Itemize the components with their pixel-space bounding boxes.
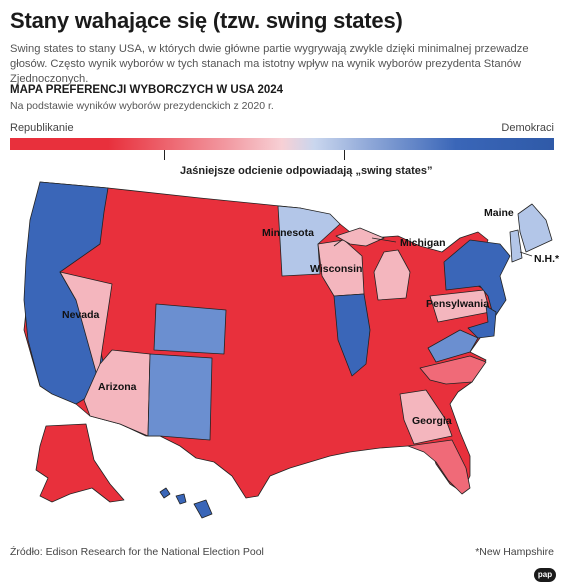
page-title: Stany wahające się (tzw. swing states) — [10, 8, 403, 33]
state-hawaii-2 — [175, 493, 187, 505]
map-title: MAPA PREFERENCJI WYBORCZYCH W USA 2024 — [10, 84, 284, 96]
leader-michigan — [371, 237, 397, 243]
state-hawaii-3 — [193, 499, 213, 519]
source-note: Źródło: Edison Research for the National… — [10, 546, 264, 558]
state-michigan-upper — [335, 227, 385, 247]
legend-democrat-label: Demokraci — [501, 122, 554, 134]
state-alaska — [35, 423, 125, 503]
state-new-hampshire — [509, 229, 523, 263]
label-wisconsin: Wisconsin — [310, 263, 362, 275]
state-northeast — [443, 239, 511, 319]
state-colorado — [153, 303, 227, 355]
legend-tick-right — [344, 150, 345, 160]
label-nevada: Nevada — [62, 309, 100, 321]
state-virginia — [427, 329, 479, 363]
legend-gradient-bar — [10, 138, 554, 150]
state-michigan-lower — [373, 249, 411, 301]
leader-nh — [519, 251, 533, 257]
state-florida — [407, 439, 471, 495]
label-maine: Maine — [484, 207, 514, 219]
legend-note: Jaśniejsze odcienie odpowiadają „swing s… — [180, 165, 433, 177]
state-north-carolina — [419, 355, 487, 385]
footnote: *New Hampshire — [475, 546, 554, 558]
label-pensylwania: Pensylwania — [426, 298, 489, 310]
state-arizona — [83, 349, 151, 437]
label-arizona: Arizona — [98, 381, 137, 393]
label-minnesota: Minnesota — [262, 227, 314, 239]
state-hawaii-1 — [159, 487, 171, 499]
label-michigan: Michigan — [400, 237, 446, 249]
state-maine — [517, 203, 553, 253]
map-basis: Na podstawie wyników wyborów prezydencki… — [10, 100, 274, 112]
subtitle: Swing states to stany USA, w których dwi… — [10, 43, 529, 85]
legend-republican-label: Republikanie — [10, 122, 74, 134]
state-new-mexico — [147, 353, 213, 441]
label-georgia: Georgia — [412, 415, 452, 427]
leader-minnesota — [333, 239, 343, 247]
label-nh: N.H.* — [534, 253, 560, 265]
pap-logo: pap — [534, 568, 556, 582]
state-illinois — [333, 293, 371, 377]
state-georgia — [399, 389, 453, 445]
legend-tick-left — [164, 150, 165, 160]
state-mid-atlantic — [467, 305, 497, 339]
